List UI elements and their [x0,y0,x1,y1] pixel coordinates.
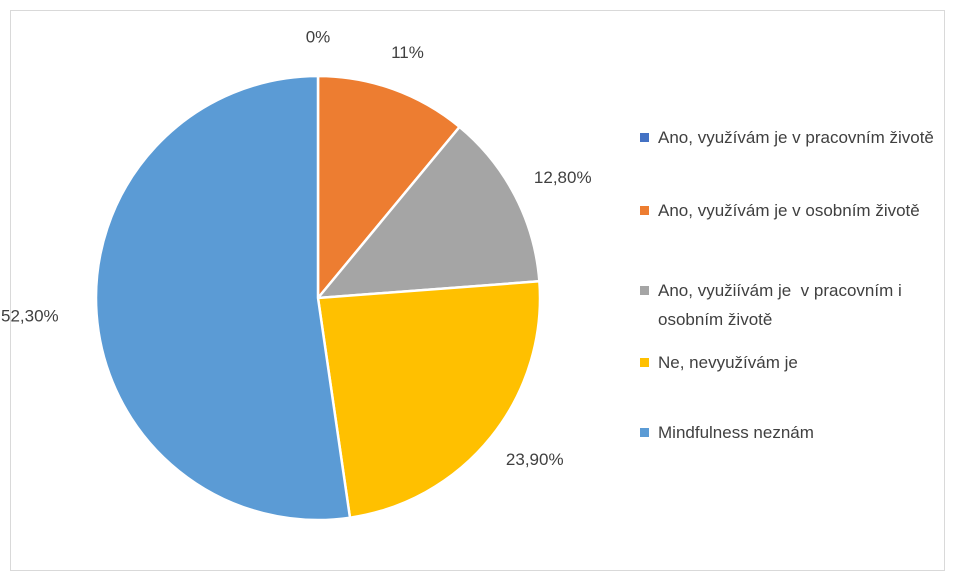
legend-swatch [640,286,649,295]
legend-item: Ne, nevyužívám je [640,348,955,377]
data-label: 11% [391,43,424,62]
legend-label: Ano, využiívám je v pracovním i osobním … [658,281,907,329]
chart-border [10,10,945,571]
pie-slice [94,74,352,522]
legend-label: Ne, nevyužívám je [658,353,798,372]
data-label: 23,90% [506,450,564,469]
pie-slice [315,125,541,300]
pie-slice [316,74,462,302]
pie-slice [316,279,542,520]
legend-label: Ano, využívám je v pracovním životě [658,128,934,147]
legend-item: Ano, využiívám je v pracovním i osobním … [640,276,955,334]
legend-swatch [640,206,649,215]
data-label: 52,30% [1,306,59,325]
legend-swatch [640,358,649,367]
legend-label: Mindfulness neznám [658,423,814,442]
legend-swatch [640,133,649,142]
data-label: 12,80% [534,168,592,187]
legend-swatch [640,428,649,437]
legend-item: Ano, využívám je v osobním životě [640,196,955,225]
legend-item: Ano, využívám je v pracovním životě [640,123,955,152]
legend-label: Ano, využívám je v osobním životě [658,201,920,220]
data-label: 0% [306,27,331,46]
legend-item: Mindfulness neznám [640,418,955,447]
